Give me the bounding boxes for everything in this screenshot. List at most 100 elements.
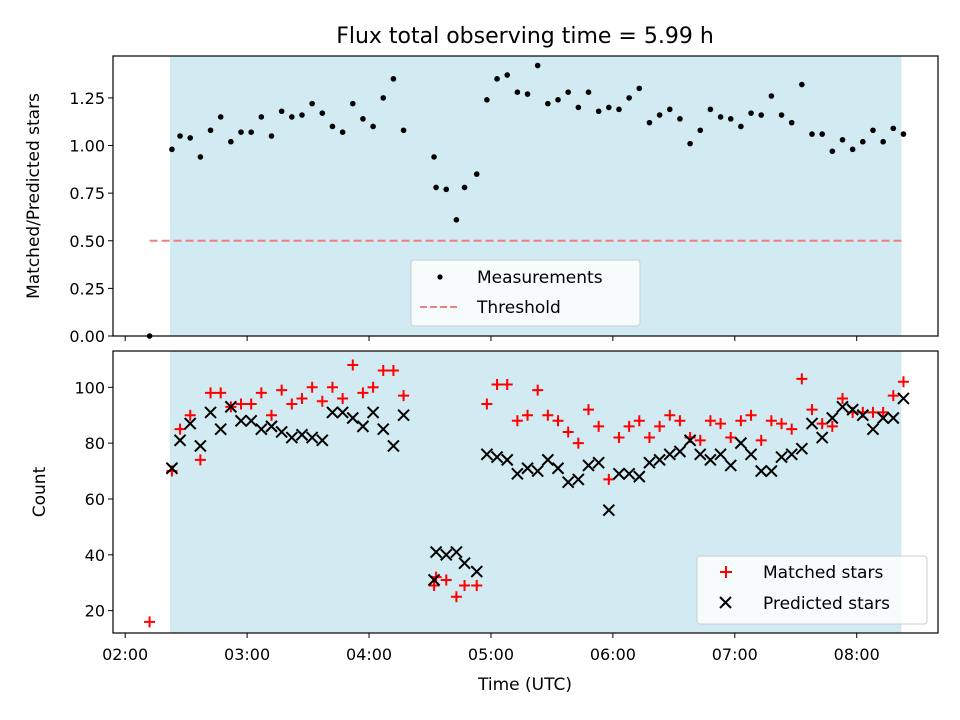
matched-star-point	[867, 406, 879, 418]
matched-star-point	[562, 426, 574, 438]
predicted-star-point	[897, 392, 910, 405]
x-tick-label: 04:00	[346, 645, 392, 664]
measurement-point	[870, 127, 876, 134]
predicted-star-point	[592, 456, 605, 469]
matched-star-point	[428, 580, 440, 592]
measurement-point	[187, 135, 194, 141]
predicted-star-point	[346, 411, 359, 425]
predicted-star-point	[541, 453, 555, 467]
predicted-star-point	[377, 422, 390, 436]
measurement-point	[799, 81, 805, 88]
measurement-point	[431, 154, 437, 160]
measurement-point	[809, 131, 815, 137]
y-tick-label: 0.50	[69, 232, 105, 251]
matched-star-point	[593, 420, 605, 432]
predicted-star-point	[511, 467, 524, 481]
predicted-star-point	[836, 400, 849, 414]
predicted-star-point	[387, 439, 400, 453]
predicted-star-point	[521, 462, 534, 475]
matched-star-point	[235, 398, 247, 410]
predicted-star-point	[561, 476, 575, 489]
matched-star-point	[674, 415, 686, 427]
matched-star-point	[316, 395, 328, 407]
measurement-point	[839, 137, 846, 143]
measurement-point	[890, 125, 897, 132]
legend-frame	[696, 555, 928, 625]
top-panel-ratio: 0.00 0.25 0.50 0.75 1.00 1.25 Matched/Predict…	[24, 55, 939, 346]
matched-star-point	[542, 409, 554, 421]
predicted-star-point	[734, 436, 748, 450]
x-tick-label: 03:00	[224, 645, 270, 664]
measurement-point	[778, 112, 785, 118]
matched-star-point	[603, 473, 615, 485]
bottom-panel-ylabel: Count	[30, 466, 50, 517]
predicted-star-point	[876, 411, 890, 425]
predicted-star-point	[531, 464, 544, 478]
predicted-star-point	[551, 462, 565, 475]
matched-star-point	[296, 392, 308, 404]
matched-star-point	[877, 406, 889, 418]
predicted-star-point	[224, 400, 238, 414]
predicted-star-point	[397, 409, 410, 422]
matched-star-point	[471, 580, 483, 592]
x-tick-label: 02:00	[102, 645, 148, 664]
measurement-point	[707, 106, 714, 113]
predicted-star-point	[663, 448, 676, 461]
matched-star-point	[440, 574, 452, 586]
predicted-star-point	[805, 417, 819, 430]
predicted-star-point	[204, 406, 217, 419]
predicted-star-point	[714, 448, 727, 461]
matched-star-point	[776, 418, 788, 430]
predicted-star-point	[704, 453, 717, 467]
y-tick-label: 80	[85, 434, 105, 453]
measurement-point	[504, 72, 511, 78]
matched-star-point	[347, 359, 359, 371]
matched-star-point	[194, 454, 206, 466]
measurement-point	[555, 97, 561, 103]
bottom-panel-frame	[112, 350, 939, 634]
y-tick-label: 100	[74, 378, 105, 397]
measurement-point	[860, 138, 866, 145]
predicted-star-point	[694, 448, 707, 461]
matched-star-point	[387, 365, 399, 377]
matched-star-point	[215, 387, 227, 399]
matched-star-point	[245, 398, 257, 410]
matched-star-point	[276, 384, 288, 396]
predicted-star-point	[255, 422, 268, 436]
matched-star-point	[582, 404, 594, 416]
matched-star-point	[735, 415, 747, 427]
y-tick-label: 1.00	[69, 137, 105, 156]
measurement-point	[748, 110, 754, 116]
top-panel-legend: Measurements Threshold	[410, 259, 641, 327]
matched-star-point	[623, 420, 635, 432]
matched-star-point	[664, 409, 676, 421]
predicted-star-point	[316, 434, 329, 447]
matched-star-point	[816, 418, 828, 430]
predicted-star-point	[744, 448, 758, 461]
measurement-point	[360, 116, 366, 122]
measurement-point	[380, 95, 387, 101]
measurement-point	[626, 95, 632, 101]
measurement-point	[849, 146, 856, 153]
measurement-point	[829, 148, 836, 155]
measurement-point	[585, 89, 592, 95]
legend-measurements-label: Measurements	[477, 268, 603, 288]
predicted-star-point	[866, 422, 880, 436]
y-tick-label: 0.75	[69, 184, 105, 203]
matched-star-point	[836, 392, 848, 404]
legend-threshold-label: Threshold	[476, 298, 561, 318]
predicted-star-point	[683, 434, 697, 447]
predicted-star-point	[501, 453, 514, 467]
measurement-point	[299, 112, 305, 118]
measurement-point	[636, 85, 643, 92]
matched-star-point	[501, 379, 513, 391]
predicted-star-point	[165, 462, 179, 475]
matched-star-point	[694, 434, 706, 446]
measurement-point	[606, 104, 612, 111]
predicted-star-point	[173, 434, 187, 447]
measurement-point	[758, 112, 765, 118]
predicted-star-point	[194, 439, 207, 453]
measurement-point	[197, 154, 204, 160]
legend-frame	[410, 259, 641, 327]
measurement-point	[473, 171, 480, 177]
